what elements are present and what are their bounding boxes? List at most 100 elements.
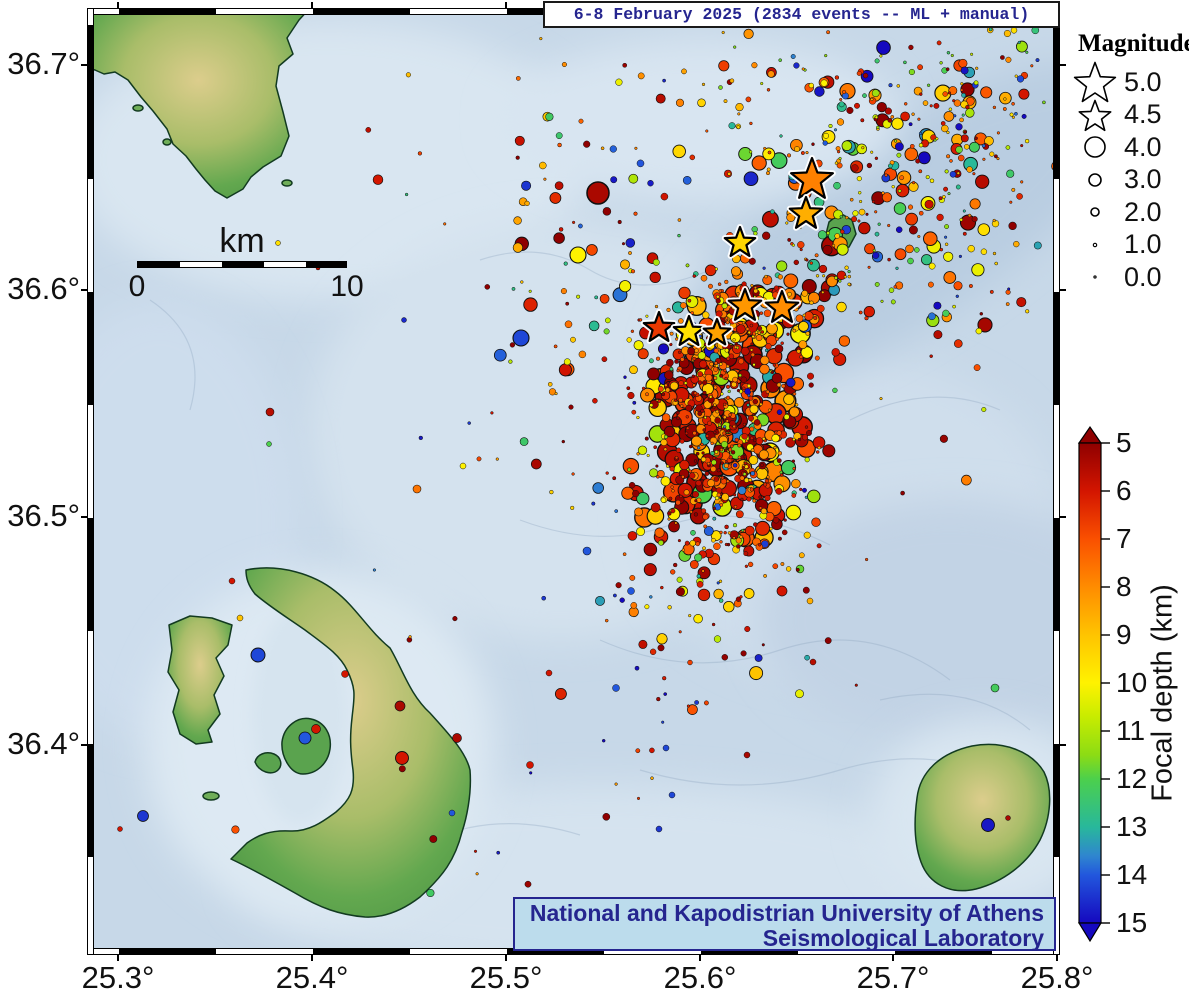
magnitude-circle-icon xyxy=(1066,222,1124,268)
earthquake-dot xyxy=(762,231,771,240)
earthquake-dot xyxy=(1006,169,1015,178)
earthquake-dot xyxy=(236,614,244,622)
earthquake-dot xyxy=(443,222,447,226)
earthquake-dot xyxy=(858,208,866,216)
earthquake-dot xyxy=(963,130,967,134)
earthquake-dot xyxy=(793,62,800,69)
earthquake-dot xyxy=(887,163,893,169)
magnitude-star-icon xyxy=(1066,92,1124,138)
axis-tick xyxy=(81,744,87,746)
earthquake-dot xyxy=(1003,29,1011,38)
earthquake-dot xyxy=(839,215,843,219)
earthquake-dot xyxy=(743,461,748,466)
earthquake-dot xyxy=(805,331,810,336)
earthquake-dot xyxy=(896,152,902,158)
earthquake-dot xyxy=(739,595,743,599)
axis-tick xyxy=(699,955,701,961)
earthquake-dot xyxy=(719,530,723,535)
earthquake-dot xyxy=(735,537,742,544)
earthquake-dot xyxy=(686,426,690,430)
earthquake-dot xyxy=(459,462,467,470)
earthquake-dot xyxy=(720,475,725,480)
earthquake-dot xyxy=(630,602,638,609)
magnitude-legend-item: 1.0 xyxy=(1066,229,1188,262)
earthquake-dot xyxy=(524,200,530,207)
earthquake-dot xyxy=(417,151,423,156)
earthquake-dot xyxy=(680,302,687,309)
earthquake-dot xyxy=(372,174,384,185)
earthquake-dot xyxy=(770,209,775,215)
earthquake-dot xyxy=(748,257,756,265)
earthquake-dot xyxy=(776,585,788,597)
earthquake-dot xyxy=(749,487,754,492)
earthquake-dot xyxy=(739,534,744,539)
earthquake-dot xyxy=(599,293,610,304)
earthquake-dot xyxy=(726,356,731,361)
map-frame-left xyxy=(87,8,94,955)
earthquake-dot xyxy=(851,216,858,223)
earthquake-dot xyxy=(655,825,663,833)
earthquake-dot xyxy=(687,704,698,715)
earthquake-dot xyxy=(650,776,654,780)
earthquake-dot xyxy=(723,463,729,469)
earthquake-dot xyxy=(693,614,703,624)
earthquake-dot xyxy=(762,437,766,441)
earthquake-dot xyxy=(928,262,936,270)
earthquake-dot xyxy=(662,78,666,83)
earthquake-dot xyxy=(429,835,438,843)
earthquake-dot xyxy=(578,223,583,229)
earthquake-dot xyxy=(730,450,736,455)
magnitude-legend-label: 1.0 xyxy=(1124,229,1162,260)
lon-label: 25.5° xyxy=(469,960,543,991)
earthquake-dot xyxy=(795,403,799,407)
earthquake-dot xyxy=(911,180,916,185)
scalebar-start-label: 0 xyxy=(128,270,146,303)
axis-tick xyxy=(117,955,119,961)
earthquake-dot xyxy=(759,463,764,468)
earthquake-dot xyxy=(801,434,809,441)
axis-tick xyxy=(1056,955,1058,961)
earthquake-dot xyxy=(834,233,840,239)
earthquake-dot xyxy=(917,64,923,71)
earthquake-dot xyxy=(861,146,865,150)
earthquake-dot xyxy=(760,355,770,365)
earthquake-dot xyxy=(758,495,763,499)
earthquake-dot xyxy=(763,574,767,578)
earthquake-dot xyxy=(683,381,688,385)
earthquake-dot xyxy=(677,218,682,222)
earthquake-dot xyxy=(834,161,839,165)
earthquake-dot xyxy=(672,144,686,159)
earthquake-dot xyxy=(665,387,671,393)
earthquake-dot xyxy=(694,553,703,562)
colorbar-tick-label: 5 xyxy=(1116,427,1132,458)
earthquake-dot xyxy=(747,393,751,398)
earthquake-dot xyxy=(891,185,895,189)
earthquake-dot xyxy=(900,490,905,496)
earthquake-dot xyxy=(740,346,750,356)
earthquake-dot xyxy=(675,410,680,415)
earthquake-dot xyxy=(856,176,862,182)
earthquake-dot xyxy=(658,539,664,546)
earthquake-dot xyxy=(725,384,731,389)
earthquake-dot xyxy=(663,425,676,438)
earthquake-dot xyxy=(751,155,767,171)
earthquake-dot xyxy=(117,826,123,832)
earthquake-dot xyxy=(712,516,717,521)
earthquake-dot xyxy=(963,144,970,150)
earthquake-dot xyxy=(838,335,850,347)
earthquake-dot xyxy=(1042,100,1046,105)
earthquake-dot xyxy=(1021,113,1027,119)
earthquake-dot xyxy=(785,358,789,362)
earthquake-dot xyxy=(745,327,750,331)
earthquake-dot xyxy=(799,248,803,252)
earthquake-dot xyxy=(807,489,821,504)
earthquake-dot xyxy=(614,509,619,513)
earthquake-dot xyxy=(554,181,564,191)
earthquake-dot xyxy=(714,267,719,271)
earthquake-dot xyxy=(698,360,708,369)
earthquake-dot xyxy=(979,312,984,316)
earthquake-dot xyxy=(753,231,758,236)
earthquake-dot xyxy=(742,422,747,427)
earthquake-dot xyxy=(884,173,888,177)
